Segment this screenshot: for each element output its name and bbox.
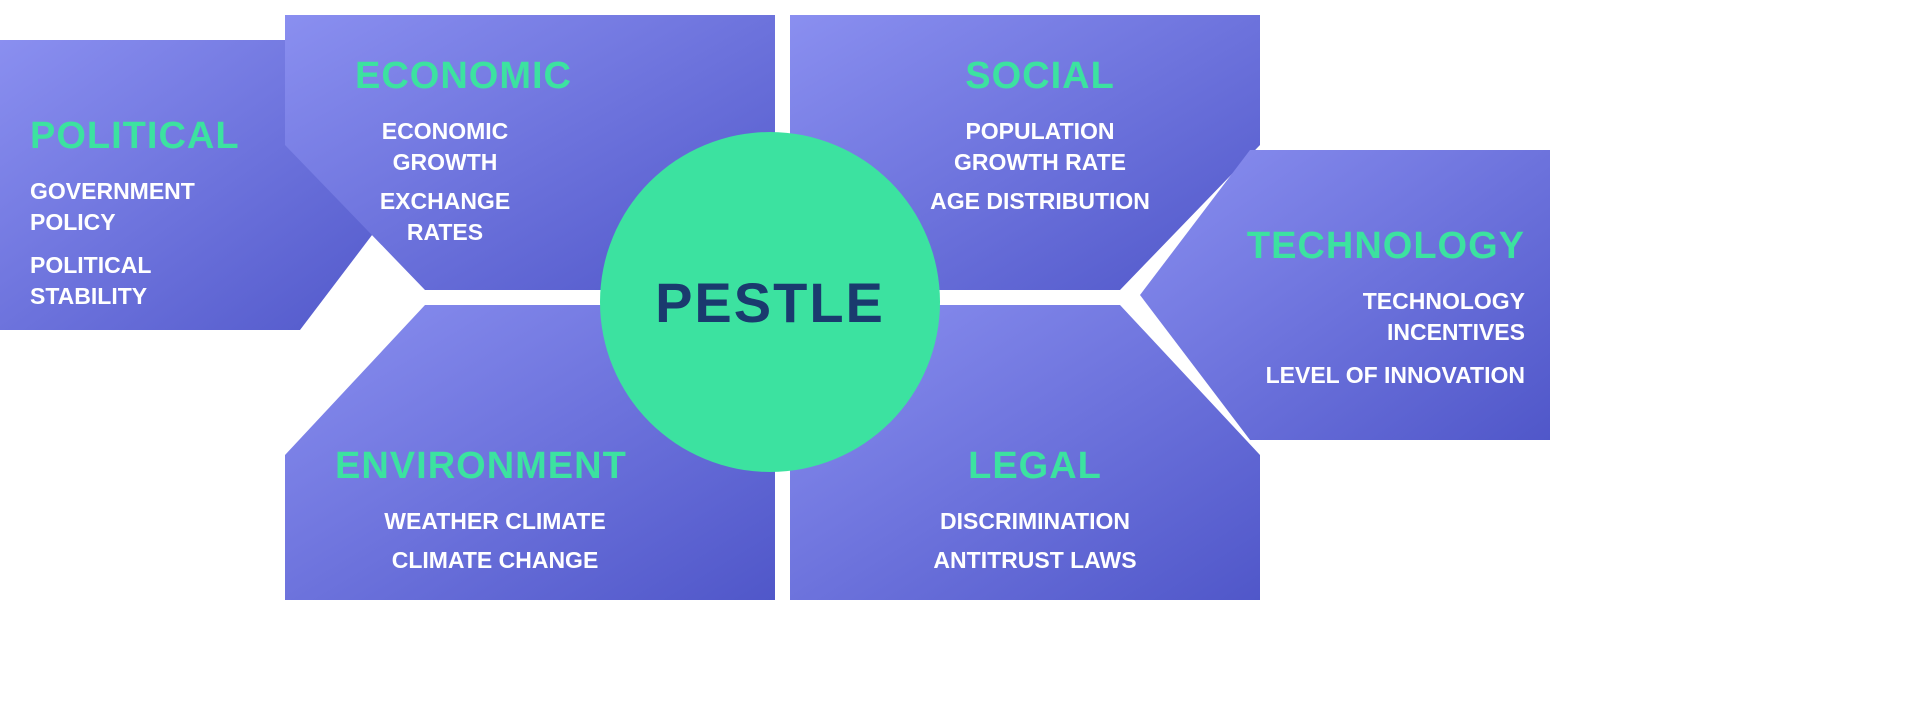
legal-item-2: ANTITRUST LAWS <box>885 545 1185 576</box>
economic-title: ECONOMIC <box>355 55 572 98</box>
political-title: POLITICAL <box>30 115 260 158</box>
technology-item-1: TECHNOLOGY INCENTIVES <box>1245 286 1525 348</box>
social-title: SOCIAL <box>910 55 1170 98</box>
social-item-2: AGE DISTRIBUTION <box>910 186 1170 217</box>
environment-item-2: CLIMATE CHANGE <box>335 545 655 576</box>
political-item-1: GOVERNMENT POLICY <box>30 176 260 238</box>
social-item-1: POPULATION GROWTH RATE <box>910 116 1170 178</box>
technology-title: TECHNOLOGY <box>1245 225 1525 268</box>
economic-item-1: ECONOMIC GROWTH <box>355 116 535 178</box>
environment-item-1: WEATHER CLIMATE <box>335 506 655 537</box>
economic-item-2: EXCHANGE RATES <box>355 186 535 248</box>
legal-item-1: DISCRIMINATION <box>885 506 1185 537</box>
technology-item-2: LEVEL OF INNOVATION <box>1245 360 1525 391</box>
legal-title: LEGAL <box>885 445 1185 488</box>
center-circle: PESTLE <box>600 132 940 472</box>
environment-title: ENVIRONMENT <box>335 445 735 488</box>
center-label: PESTLE <box>655 270 885 335</box>
political-item-2: POLITICAL STABILITY <box>30 250 260 312</box>
pestle-diagram: POLITICAL GOVERNMENT POLICY POLITICAL ST… <box>0 0 1920 705</box>
